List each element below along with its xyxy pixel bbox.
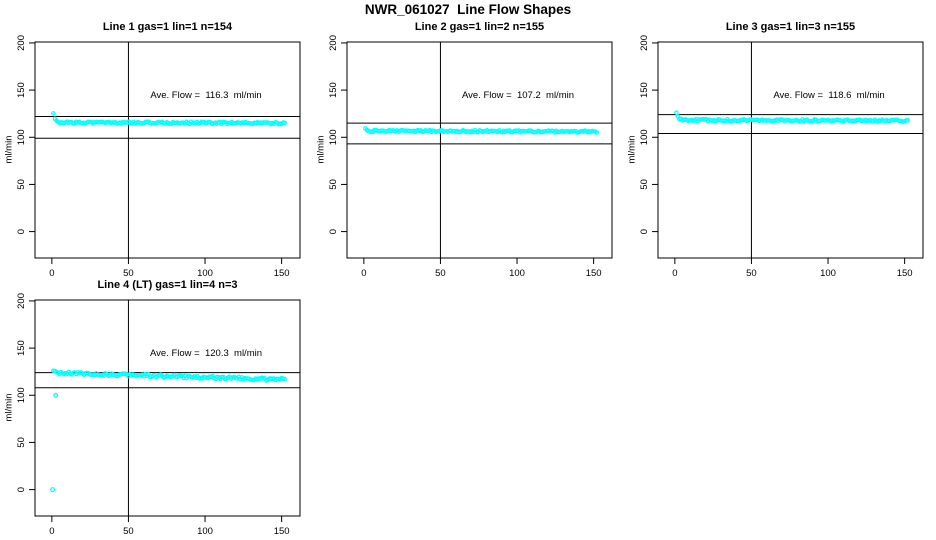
y-tick-label: 100 [328,129,339,145]
x-tick-label: 0 [49,268,54,279]
x-tick-label: 150 [274,526,290,537]
subplot-title: Line 3 gas=1 lin=3 n=155 [725,21,856,33]
x-tick-label: 50 [123,526,134,537]
plot-box [34,41,301,259]
y-axis-label: ml/min [315,135,327,164]
data-point [674,110,679,115]
y-tick-label: 200 [639,35,650,51]
plot-canvas: 0 50 100 150 200 0 50 100 150 [16,35,301,279]
figure-title: NWR_061027 Line Flow Shapes [364,2,572,17]
y-axis-label: ml/min [626,135,638,164]
outlier-point [50,487,56,493]
data-series [674,110,910,124]
x-tick-label: 100 [820,268,836,279]
x-tick-label: 0 [49,526,54,537]
y-tick-label: 100 [639,129,650,145]
y-tick-label: 0 [16,487,27,492]
plot-canvas: 0 50 100 150 200 0 50 100 150 [328,35,613,279]
subplot-title: Line 2 gas=1 lin=2 n=155 [414,21,545,33]
y-tick-label: 200 [328,35,339,51]
x-tick-label: 50 [746,268,757,279]
plot-canvas: 0 50 100 150 200 0 50 100 150 [16,293,301,537]
subplot-title: Line 1 gas=1 lin=1 n=154 [102,21,233,33]
x-tick-label: 150 [274,268,290,279]
y-tick-label: 150 [328,82,339,98]
data-point [594,130,599,135]
subplot-line-2: Line 2 gas=1 lin=2 n=155 0 50 100 150 200 0 50… [312,14,624,300]
x-tick-label: 100 [197,526,213,537]
x-tick-label: 100 [509,268,525,279]
subplot-line-1: Line 1 gas=1 lin=1 n=154 0 50 100 150 200 0 50… [0,14,312,300]
y-axis-label: ml/min [3,135,15,164]
y-tick-label: 100 [16,387,27,403]
x-tick-label: 100 [197,268,213,279]
ave-flow-annotation: Ave. Flow = 120.3 ml/min [149,348,263,359]
data-point [51,111,56,116]
x-tick-label: 150 [586,268,602,279]
data-point [282,376,287,382]
x-tick-label: 0 [361,268,366,279]
plot-box [657,41,924,259]
y-tick-label: 50 [328,179,339,190]
y-tick-label: 200 [16,293,27,309]
plot-box [34,299,301,517]
ave-flow-annotation: Ave. Flow = 116.3 ml/min [150,90,262,101]
y-tick-label: 50 [16,437,27,448]
x-tick-label: 0 [672,268,677,279]
subplot-line-4: Line 4 (LT) gas=1 lin=4 n=3 0 50 100 150 200… [0,272,312,540]
ave-flow-annotation: Ave. Flow = 107.2 ml/min [461,90,575,101]
data-series [51,111,287,127]
data-point [905,117,910,123]
plot-canvas: 0 50 100 150 200 0 50 100 150 [639,35,924,279]
x-tick-label: 50 [123,268,134,279]
y-tick-label: 200 [16,35,27,51]
outlier-point [53,392,59,398]
data-series [363,126,599,135]
y-tick-label: 150 [639,82,650,98]
y-tick-label: 0 [16,229,27,234]
subplot-line-3: Line 3 gas=1 lin=3 n=155 0 50 100 150 200 0 50… [623,14,935,300]
plot-box [346,41,613,259]
data-point [282,120,287,126]
x-tick-label: 150 [897,268,913,279]
data-series [50,368,287,493]
y-tick-label: 50 [16,179,27,190]
y-tick-label: 150 [16,340,27,356]
y-tick-label: 100 [16,129,27,145]
y-tick-label: 0 [639,229,650,234]
subplot-title: Line 4 (LT) gas=1 lin=4 n=3 [97,279,238,291]
ave-flow-annotation: Ave. Flow = 118.6 ml/min [773,90,885,101]
x-tick-label: 50 [435,268,446,279]
y-tick-label: 50 [639,179,650,190]
y-tick-label: 150 [16,82,27,98]
y-tick-label: 0 [328,229,339,234]
y-axis-label: ml/min [3,393,15,422]
